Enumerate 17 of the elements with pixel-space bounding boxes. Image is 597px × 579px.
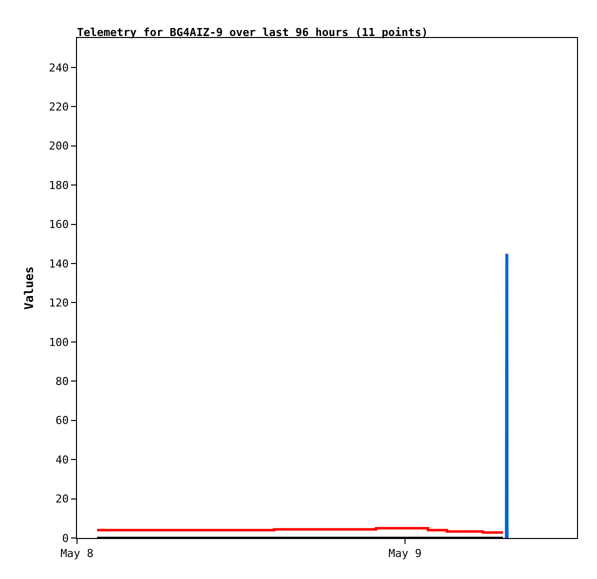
y-tick-label: 140 bbox=[48, 257, 69, 270]
y-tick-label: 40 bbox=[56, 453, 69, 466]
y-axis-title: Values bbox=[22, 266, 36, 310]
y-tick-label: 240 bbox=[48, 61, 69, 74]
x-tick-label: May 8 bbox=[60, 547, 94, 560]
y-tick-label: 180 bbox=[48, 178, 69, 192]
y-tick-label: 120 bbox=[48, 296, 69, 310]
x-tick-label: May 9 bbox=[388, 547, 422, 560]
y-tick-label: 0 bbox=[62, 532, 69, 545]
y-tick-label: 80 bbox=[56, 374, 69, 388]
y-tick-label: 60 bbox=[56, 414, 69, 428]
y-tick-label: 160 bbox=[48, 218, 69, 232]
y-tick-label: 200 bbox=[48, 140, 69, 153]
y-tick-label: 220 bbox=[48, 100, 69, 114]
chart-title: Telemetry for BG4AIZ-9 over last 96 hours (11 points) bbox=[77, 26, 428, 39]
y-tick-label: 100 bbox=[48, 336, 69, 349]
y-tick-label: 20 bbox=[56, 492, 69, 506]
